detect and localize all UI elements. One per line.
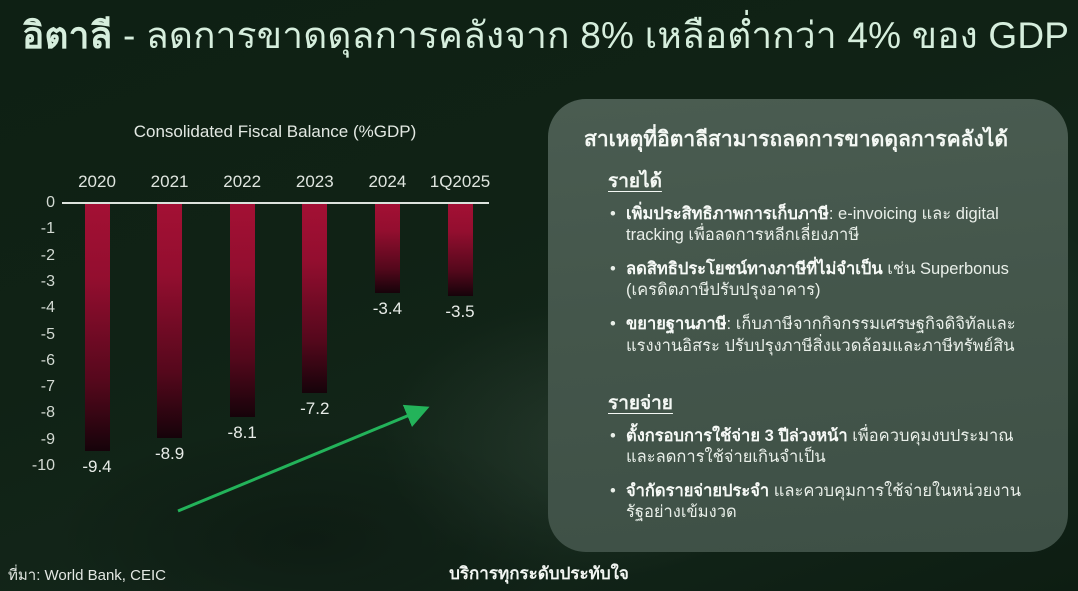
bullet-text-bold: ตั้งกรอบการใช้จ่าย 3 ปีล่วงหน้า xyxy=(626,426,848,445)
y-axis-tick-label: -1 xyxy=(40,220,55,238)
bar-value-label: -3.4 xyxy=(372,299,403,319)
bar-2023 xyxy=(302,204,328,394)
bullet-item: • ตั้งกรอบการใช้จ่าย 3 ปีล่วงหน้า เพื่อคว… xyxy=(610,426,1032,468)
y-axis-tick-label: -8 xyxy=(40,404,55,422)
bullet-item: • ขยายฐานภาษี: เก็บภาษีจากกิจกรรมเศรษฐกิจ… xyxy=(610,314,1032,356)
bar-2024 xyxy=(374,204,400,294)
fiscal-balance-bar-chart: Consolidated Fiscal Balance (%GDP) 0 -1 -2… xyxy=(31,122,491,513)
y-axis-tick-label: -2 xyxy=(40,246,55,264)
bar-2021 xyxy=(157,204,183,439)
bullet-text: ขยายฐานภาษี: เก็บภาษีจากกิจกรรมเศรษฐกิจด… xyxy=(626,314,1032,356)
y-axis-tick-label: -6 xyxy=(40,351,55,369)
bullet-item: • เพิ่มประสิทธิภาพการเก็บภาษี: e-invoicin… xyxy=(610,204,1032,246)
bullet-text-rest: : e-invoicing และ digital tracking เพื่อ… xyxy=(626,205,999,245)
bullet-dot-icon: • xyxy=(610,205,616,223)
bullet-text: ลดสิทธิประโยชน์ทางภาษีที่ไม่จำเป็น เช่น … xyxy=(626,259,1032,301)
bullet-dot-icon: • xyxy=(610,426,616,445)
y-axis-tick-label: -9 xyxy=(40,430,55,448)
bullet-text-rest: และควบคุมการใช้จ่ายในหน่วยงานรัฐอย่างเข้… xyxy=(626,481,1022,521)
footer-tagline: บริการทุกระดับประทับใจ xyxy=(449,564,629,583)
bullet-dot-icon: • xyxy=(610,481,616,500)
bar-value-label: -8.9 xyxy=(154,444,185,464)
bullet-text-rest: : เก็บภาษีจากกิจกรรมเศรษฐกิจดิจิทัลและแร… xyxy=(626,315,1016,355)
bullet-dot-icon: • xyxy=(610,260,616,279)
bar-value-label: -3.5 xyxy=(445,302,475,322)
y-axis-tick-label: -4 xyxy=(40,299,55,317)
y-axis-tick-label: -10 xyxy=(31,457,55,474)
bullet-text-bold: ขยายฐานภาษี xyxy=(626,315,727,334)
panel-header: สาเหตุที่อิตาลีสามารถลดการขาดดุลการคลังไ… xyxy=(584,128,1008,151)
chart-title: Consolidated Fiscal Balance (%GDP) xyxy=(133,122,417,141)
reasons-panel: สาเหตุที่อิตาลีสามารถลดการขาดดุลการคลังไ… xyxy=(548,99,1068,552)
panel-sections: รายได้ • เพิ่มประสิทธิภาพการเก็บภาษี: e-in… xyxy=(584,166,1032,523)
source-note: ที่มา: World Bank, CEIC xyxy=(8,567,166,584)
slide-title-country: อิตาลี xyxy=(22,15,113,56)
x-axis-category-label: 2021 xyxy=(150,172,189,191)
bullet-text: เพิ่มประสิทธิภาพการเก็บภาษี: e-invoicing… xyxy=(626,204,1032,246)
bullet-text-bold: จำกัดรายจ่ายประจำ xyxy=(626,481,770,500)
bullet-text-rest: เพื่อควบคุมงบประมาณและลดการใช้จ่ายเกินจำ… xyxy=(626,426,1014,466)
bar-value-label: -9.4 xyxy=(82,457,112,477)
bar-value-label: -8.1 xyxy=(227,423,257,443)
y-axis-tick-label: 0 xyxy=(46,194,55,211)
x-axis-category-label: 2020 xyxy=(78,172,116,191)
section-heading: รายได้ xyxy=(608,171,662,192)
section-gap xyxy=(584,370,1032,380)
bar-1Q2025 xyxy=(447,204,473,297)
bullet-text-bold: เพิ่มประสิทธิภาพการเก็บภาษี xyxy=(626,205,829,223)
bar-value-label: -7.2 xyxy=(300,399,330,419)
x-axis-category-label: 2022 xyxy=(223,172,262,191)
x-axis-category-label: 2023 xyxy=(295,172,334,191)
bullet-item: • ลดสิทธิประโยชน์ทางภาษีที่ไม่จำเป็น เช่น… xyxy=(610,259,1032,301)
bar-2022 xyxy=(229,204,255,418)
bullet-item: • จำกัดรายจ่ายประจำ และควบคุมการใช้จ่ายใน… xyxy=(610,481,1032,523)
y-axis-tick-label: -7 xyxy=(40,378,55,396)
bar-2020 xyxy=(84,204,110,452)
y-axis-tick-label: -5 xyxy=(40,325,55,343)
slide-title-text: - ลดการขาดดุลการคลังจาก 8% เหลือต่ำกว่า … xyxy=(112,15,1070,56)
y-axis-tick-label: -3 xyxy=(40,272,55,290)
slide-title: อิตาลี - ลดการขาดดุลการคลังจาก 8% เหลือต… xyxy=(22,12,1069,60)
bullet-text: จำกัดรายจ่ายประจำ และควบคุมการใช้จ่ายในห… xyxy=(626,481,1032,523)
bullet-dot-icon: • xyxy=(610,315,616,334)
zero-axis-line xyxy=(62,202,489,204)
bullet-text-rest: เช่น Superbonus (เครดิตภาษีปรับปรุงอาคาร… xyxy=(626,260,1009,300)
bullet-text-bold: ลดสิทธิประโยชน์ทางภาษีที่ไม่จำเป็น xyxy=(626,260,883,279)
x-axis-category-label: 1Q2025 xyxy=(429,172,491,191)
section-heading: รายจ่าย xyxy=(608,392,673,414)
bullet-text: ตั้งกรอบการใช้จ่าย 3 ปีล่วงหน้า เพื่อควบ… xyxy=(626,426,1032,468)
x-axis-category-label: 2024 xyxy=(368,172,407,191)
